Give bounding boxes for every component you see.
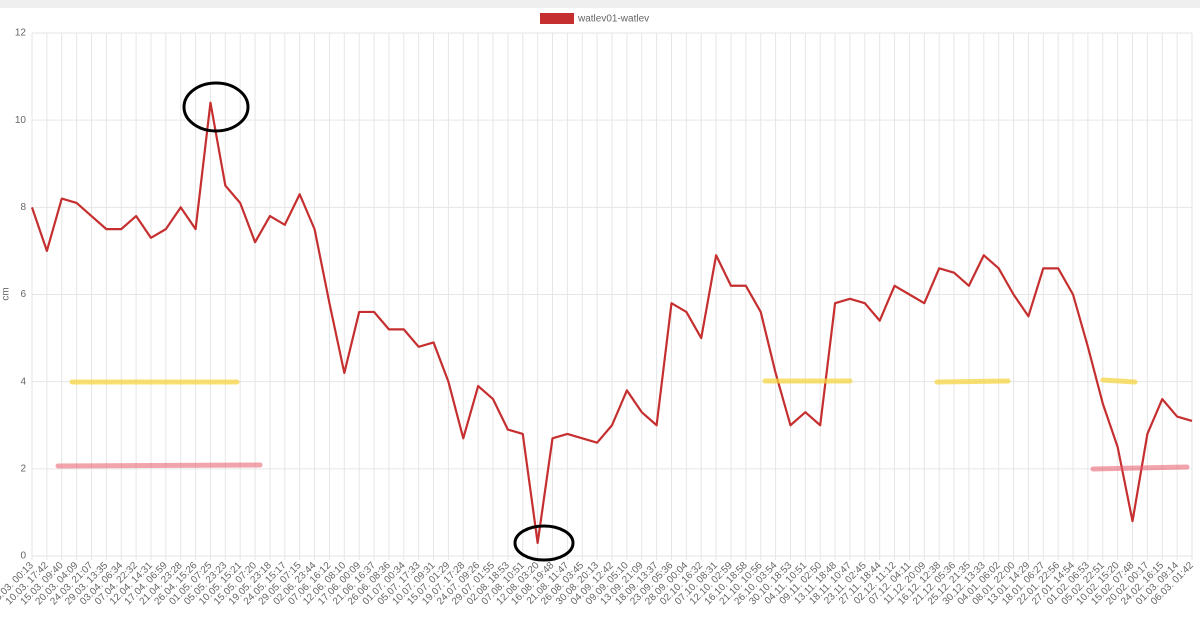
- top-bar: [0, 0, 1200, 8]
- legend-swatch: [540, 13, 574, 24]
- highlight: [1090, 464, 1190, 472]
- y-axis-label: cm: [1, 287, 12, 300]
- data-line: [30, 101, 1193, 545]
- highlight: [1100, 377, 1138, 385]
- y-tick-label: 6: [20, 289, 26, 300]
- circle-annotation: [513, 524, 575, 562]
- y-tick-label: 12: [15, 28, 27, 39]
- y-tick-label: 8: [20, 202, 26, 213]
- highlight: [55, 462, 263, 469]
- y-tick-label: 4: [20, 376, 26, 387]
- highlight: [934, 378, 1011, 385]
- y-tick-label: 0: [20, 551, 26, 562]
- circle-annotation: [182, 81, 250, 133]
- y-tick-label: 2: [20, 463, 26, 474]
- legend-label: watlev01-watlev: [577, 14, 649, 25]
- annotations: [55, 81, 1190, 562]
- y-tick-label: 10: [15, 115, 27, 126]
